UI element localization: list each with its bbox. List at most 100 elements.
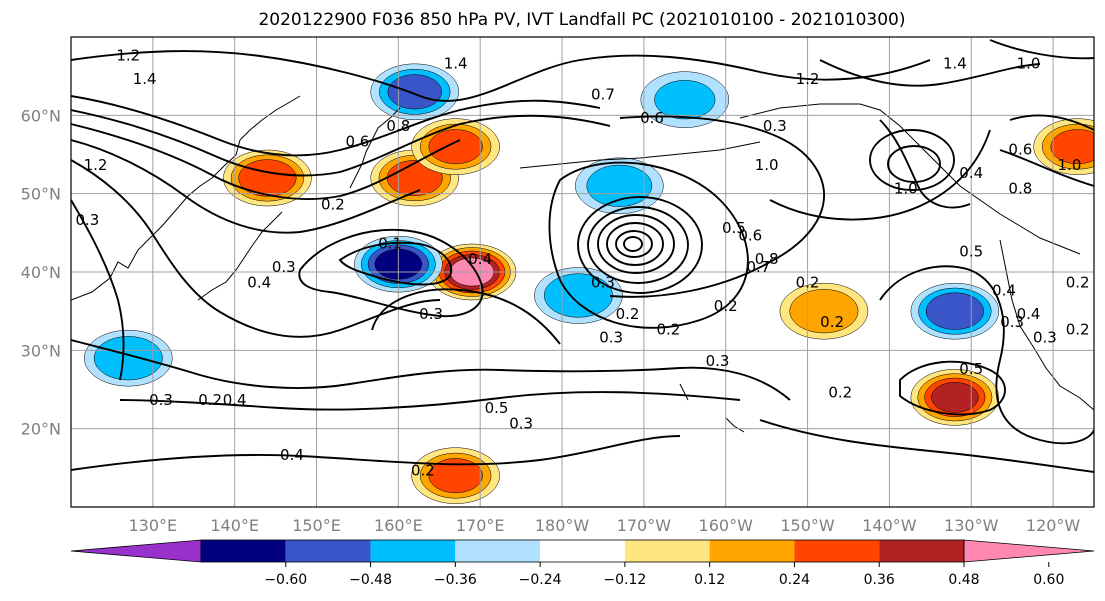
- contour-line: [338, 241, 453, 286]
- contour-label: 1.0: [43, 164, 67, 182]
- colorbar-extend-low: [70, 539, 202, 563]
- x-tick-label: 160°E: [374, 516, 423, 535]
- contour-line: [371, 288, 561, 345]
- cyclone-contour: [597, 214, 675, 274]
- contour-line: [1009, 114, 1094, 131]
- colorbar-swatch: [455, 540, 541, 562]
- y-tick-label: 20°N: [21, 420, 61, 439]
- contour-line: [769, 129, 991, 221]
- x-tick-label: 180°W: [535, 516, 590, 535]
- contour-label: 1.0: [1058, 156, 1082, 174]
- contour-label: 1.0: [894, 180, 918, 198]
- contour-label: 0.2: [828, 383, 852, 401]
- contour-label: 0.3: [1033, 329, 1057, 347]
- cyclone-contour: [587, 206, 689, 284]
- contour-label: 0.3: [272, 258, 296, 276]
- x-tick-label: 170°W: [617, 516, 672, 535]
- cyclone-contour: [606, 222, 664, 266]
- colorbar-swatch: [285, 540, 371, 562]
- contour-label: 0.1: [378, 235, 402, 253]
- contour-label: 0.5: [722, 219, 746, 237]
- x-tick-label: 170°E: [456, 516, 505, 535]
- colorbar-swatch: [879, 540, 964, 562]
- pv-anomaly-region: [640, 71, 730, 128]
- x-tick-label: 130°E: [129, 516, 178, 535]
- contour-label: 0.6: [738, 227, 762, 245]
- colorbar-tick-label: 0.24: [779, 572, 810, 588]
- asia-coastline: [71, 95, 301, 301]
- cyclone-contour: [623, 236, 643, 252]
- japan-coastline: [197, 211, 283, 301]
- contour-label: 0.6: [346, 133, 370, 151]
- x-axis: 130°E 140°E 150°E 160°E 170°E 180°W 170°W 160°W…: [129, 516, 1081, 535]
- contour-label: 0.4: [468, 250, 492, 268]
- contour-label: 0.4: [1017, 305, 1041, 323]
- y-tick-label: 30°N: [21, 341, 61, 360]
- pv-contour-fill: [925, 292, 984, 330]
- y-tick-label: 50°N: [21, 185, 61, 204]
- contour-line: [71, 109, 611, 177]
- pv-anomaly-region: [779, 282, 869, 340]
- aleutian-chain: [519, 141, 761, 169]
- colorbar-swatch: [794, 540, 880, 562]
- contour-label: 0.7: [747, 258, 771, 276]
- colorbar-extend-high: [963, 539, 1095, 563]
- contour-line: [759, 419, 1094, 473]
- contour-label: 0.2: [1066, 274, 1090, 292]
- contour-label: 0.3: [149, 391, 173, 409]
- contour-line: [989, 39, 1094, 60]
- contour-label: 0.4: [223, 391, 247, 409]
- chart-title: 2020122900 F036 850 hPa PV, IVT Landfall…: [258, 10, 905, 30]
- contour-label: 0.4: [959, 164, 983, 182]
- pv-contour-fill: [1050, 129, 1094, 165]
- pv-anomaly-region: [370, 63, 459, 121]
- contour-line: [71, 199, 125, 381]
- contour-label: 0.4: [280, 446, 304, 464]
- x-tick-label: 140°E: [210, 516, 259, 535]
- contour-line: [71, 50, 931, 102]
- contour-line: [899, 360, 1006, 416]
- contour-label: 0.3: [599, 329, 623, 347]
- colorbar-tick-label: −0.24: [519, 572, 562, 588]
- contour-line: [879, 265, 1094, 445]
- contour-label: 1.2: [116, 47, 140, 65]
- contour-label: 0.3: [1000, 313, 1024, 331]
- contour-label: 0.4: [247, 274, 271, 292]
- contour-label: 0.3: [509, 415, 533, 433]
- pv-anomaly-region: [910, 369, 1000, 426]
- contour-label: 0.3: [706, 352, 730, 370]
- contour-label: 0.3: [419, 305, 443, 323]
- contour-label: 0.5: [18, 219, 42, 237]
- colorbar-swatch: [624, 540, 710, 562]
- contour-line: [819, 59, 1041, 87]
- x-tick-label: 160°W: [699, 516, 754, 535]
- colorbar-swatch: [370, 540, 456, 562]
- x-tick-label: 140°W: [862, 516, 917, 535]
- contour-label: 0.3: [763, 117, 787, 135]
- contour-label: 0.2: [198, 391, 222, 409]
- colorbar: −0.60 −0.48 −0.36 −0.24 −0.12 0.12 0.24 0.36 0.4…: [70, 539, 1095, 588]
- contour-line: [298, 228, 484, 318]
- x-tick-label: 130°W: [944, 516, 999, 535]
- kamchatka-coastline: [349, 107, 401, 189]
- colorbar-tick-label: 0.36: [864, 572, 895, 588]
- colorbar-tick-label: −0.60: [264, 572, 307, 588]
- x-tick-label: 150°E: [292, 516, 341, 535]
- contour-label: 0.2: [616, 305, 640, 323]
- colorbar-tick-label: −0.12: [603, 572, 646, 588]
- contour-label: 1.4: [943, 54, 967, 72]
- pv-contour-fill: [654, 80, 716, 120]
- contour-label: 0.2: [796, 274, 820, 292]
- y-tick-label: 40°N: [21, 263, 61, 282]
- contour-label: 1.2: [84, 156, 108, 174]
- pv-contour-fill: [93, 336, 163, 381]
- hawaii-islands: [679, 383, 745, 433]
- pv-anomaly-region: [910, 282, 1000, 340]
- contour-line: [548, 161, 749, 329]
- pv-anomaly-region: [84, 329, 173, 387]
- cyclone-contour: [577, 196, 703, 294]
- contour-line: [71, 339, 791, 401]
- pv-contour-fill: [387, 74, 442, 110]
- contour-label: 0.2: [820, 313, 844, 331]
